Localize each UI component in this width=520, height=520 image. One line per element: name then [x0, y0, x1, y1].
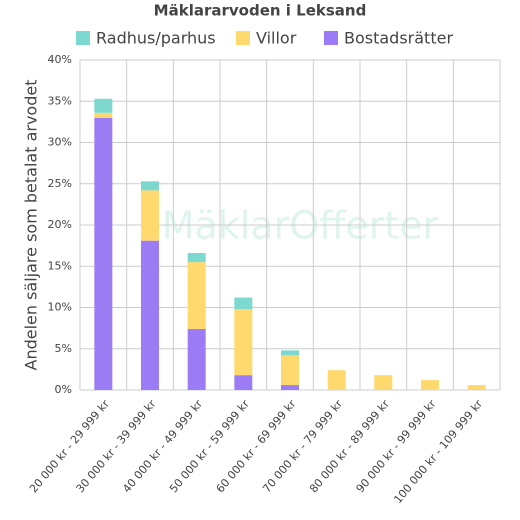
x-tick-label: 90 000 kr - 99 999 kr — [354, 397, 439, 495]
bar-segment — [467, 385, 486, 390]
bar-segment — [141, 181, 159, 191]
bar-segment — [94, 117, 113, 390]
y-tick-label: 30% — [48, 136, 72, 149]
legend-swatch — [76, 31, 90, 45]
legend-swatch — [324, 31, 338, 45]
bar-segment — [327, 370, 346, 390]
bar-segment — [187, 262, 206, 329]
y-tick-label: 0% — [55, 383, 72, 396]
bar-segment — [374, 375, 393, 390]
y-axis-label: Andelen säljare som betalat arvodet — [22, 80, 41, 371]
legend-swatch — [236, 31, 250, 45]
bar-segment — [281, 355, 299, 386]
x-tick-label: 50 000 kr - 59 999 kr — [167, 397, 252, 495]
bar-segment — [94, 98, 113, 113]
x-tick-label: 100 000 kr - 109 999 kr — [391, 397, 485, 506]
x-tick-label: 70 000 kr - 79 999 kr — [260, 397, 345, 495]
y-tick-label: 15% — [48, 259, 72, 272]
legend-label: Radhus/parhus — [96, 29, 216, 48]
y-tick-label: 35% — [48, 94, 72, 107]
bar-segment — [234, 309, 253, 376]
bar-segment — [141, 190, 159, 241]
bar-segment — [281, 385, 299, 390]
bar-segment — [187, 328, 206, 390]
x-tick-label: 30 000 kr - 39 999 kr — [74, 397, 159, 495]
bar-segment — [421, 380, 439, 390]
x-tick-label: 40 000 kr - 49 999 kr — [120, 397, 205, 495]
x-tick-label: 80 000 kr - 89 999 kr — [307, 397, 392, 495]
y-tick-label: 10% — [48, 301, 72, 314]
bar-segment — [281, 350, 299, 356]
bar-segment — [187, 253, 206, 263]
bar-segment — [234, 375, 253, 390]
x-tick-label: 60 000 kr - 69 999 kr — [214, 397, 299, 495]
legend-label: Bostadsrätter — [344, 29, 453, 48]
y-tick-label: 40% — [48, 53, 72, 66]
y-tick-label: 5% — [55, 342, 72, 355]
bar-segment — [234, 297, 253, 310]
y-tick-label: 25% — [48, 177, 72, 190]
chart-title: Mäklararvoden i Leksand — [154, 2, 367, 20]
bar-segment — [141, 240, 159, 390]
x-tick-label: 20 000 kr - 29 999 kr — [27, 397, 112, 495]
y-tick-label: 20% — [48, 218, 72, 231]
bar-segment — [94, 112, 113, 118]
legend-label: Villor — [256, 29, 297, 48]
